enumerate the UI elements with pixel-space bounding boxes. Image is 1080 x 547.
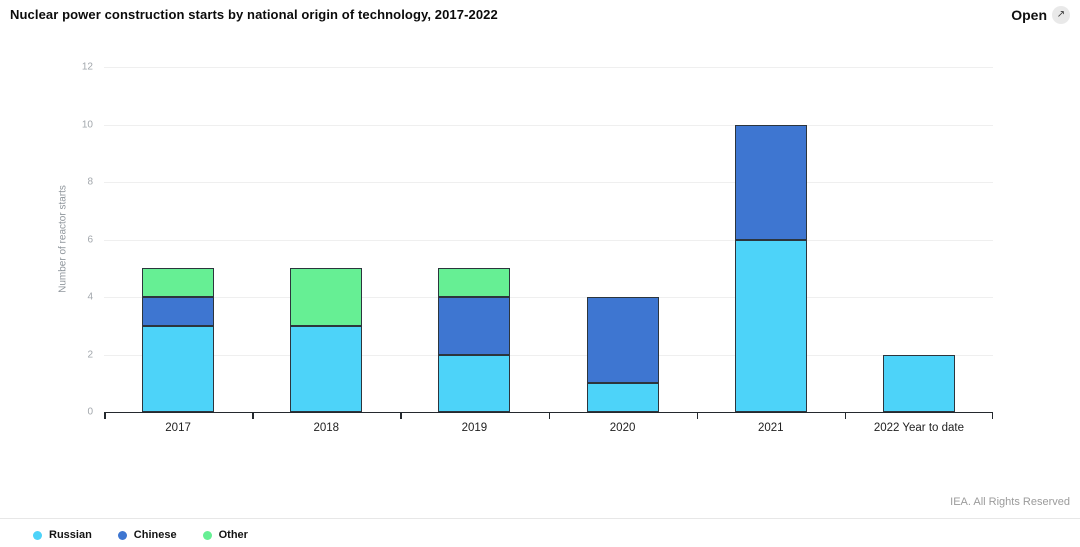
bar-segment-russian-2020[interactable] (586, 383, 659, 412)
legend-item-russian[interactable]: Russian (33, 529, 92, 541)
bar-segment-chinese-2021[interactable] (734, 124, 807, 240)
bar-segment-russian-2018[interactable] (290, 325, 363, 412)
x-axis-tick (844, 412, 847, 419)
legend-label: Other (218, 529, 248, 541)
x-axis-tick (400, 412, 402, 419)
chart-title: Nuclear power construction starts by nat… (10, 7, 498, 22)
y-tick-label-8: 8 (87, 176, 93, 188)
bar-segment-other-2019[interactable] (438, 268, 511, 297)
plot-area: 0 2 4 6 8 10 12 2017 2018 2019 2020 2021 2022 Year t… (82, 62, 993, 434)
x-axis-label-2019: 2019 (461, 422, 488, 434)
x-axis-label-2020: 2020 (609, 422, 636, 434)
bar-segment-other-2018[interactable] (290, 268, 363, 326)
x-axis-tick (548, 412, 550, 419)
bar-segment-russian-2021[interactable] (734, 239, 807, 412)
external-link-icon: ↗ (1052, 6, 1070, 24)
legend-dot-other-icon (202, 530, 212, 540)
gridline-4 (104, 297, 993, 298)
open-button-label: Open (1011, 7, 1047, 23)
gridline-12 (104, 67, 993, 68)
x-axis-tick (252, 412, 254, 419)
x-axis-tick (696, 412, 699, 419)
y-tick-label-4: 4 (87, 291, 93, 303)
legend-dot-russian-icon (33, 530, 42, 540)
footer-divider (0, 518, 1080, 519)
x-axis-tick (104, 412, 106, 419)
bar-segment-russian-2022[interactable] (882, 354, 955, 412)
bar-segment-russian-2019[interactable] (438, 354, 511, 412)
y-tick-label-10: 10 (81, 119, 93, 130)
y-tick-label-6: 6 (87, 234, 93, 245)
x-axis-tick (991, 412, 993, 419)
attribution: IEA. All Rights Reserved (950, 496, 1070, 508)
open-button[interactable]: Open ↗ (1009, 4, 1072, 26)
bar-segment-chinese-2019[interactable] (438, 297, 511, 355)
y-tick-label-12: 12 (81, 61, 93, 73)
y-axis-title: Number of reactor starts (57, 185, 69, 293)
bar-segment-russian-2017[interactable] (142, 325, 215, 412)
bar-segment-chinese-2017[interactable] (142, 297, 215, 326)
x-axis-label-2018: 2018 (313, 422, 340, 434)
x-axis-label-2022: 2022 Year to date (873, 422, 964, 434)
x-axis-label-2017: 2017 (165, 422, 191, 434)
legend-dot-chinese-icon (117, 530, 127, 540)
bar-segment-chinese-2020[interactable] (586, 297, 659, 384)
y-tick-label-0: 0 (87, 406, 93, 418)
legend-item-chinese[interactable]: Chinese (117, 529, 177, 541)
x-axis-label-2021: 2021 (757, 422, 784, 434)
gridline-2 (104, 354, 993, 356)
legend-item-other[interactable]: Other (202, 529, 248, 541)
gridline-8 (104, 182, 993, 183)
gridline-10 (104, 124, 993, 126)
legend-label: Russian (49, 529, 92, 541)
legend: Russian Chinese Other (33, 529, 248, 541)
bar-segment-other-2017[interactable] (142, 268, 215, 297)
y-tick-label-2: 2 (87, 349, 93, 360)
legend-label: Chinese (133, 529, 177, 541)
gridline-6 (104, 239, 993, 241)
